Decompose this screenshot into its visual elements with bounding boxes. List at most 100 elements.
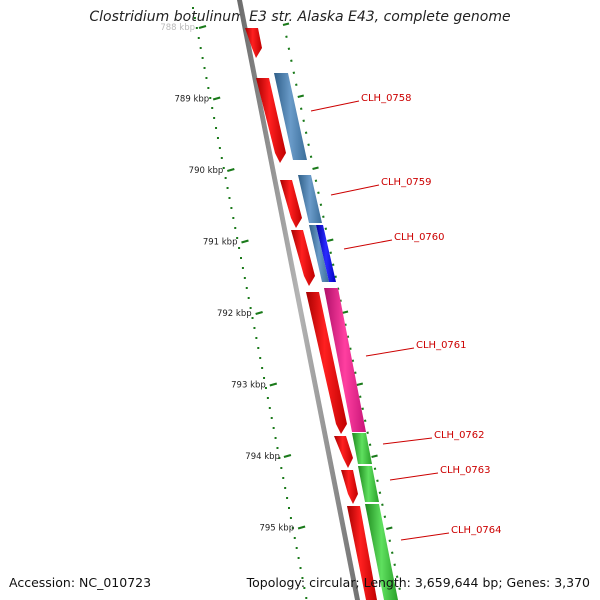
cds-track xyxy=(245,28,377,600)
topology-summary: Topology: circular; Length: 3,659,644 bp… xyxy=(246,575,590,590)
outer-tick xyxy=(398,587,401,590)
outer-tick xyxy=(312,166,319,170)
accession-text: Accession: NC_010723 xyxy=(9,575,152,590)
outer-tick xyxy=(373,467,377,470)
gene-label: CLH_0764 xyxy=(451,525,502,536)
outer-tick xyxy=(307,143,310,146)
genome-backbone xyxy=(237,0,360,600)
gene-label-leader xyxy=(330,184,380,196)
outer-tick xyxy=(351,359,355,362)
gene-label: CLH_0761 xyxy=(416,340,467,351)
outer-tick xyxy=(383,515,387,518)
outer-tick xyxy=(319,203,323,206)
outer-tick xyxy=(302,119,305,122)
cds-feature xyxy=(291,230,315,286)
gene-track xyxy=(274,73,398,600)
outer-tick xyxy=(363,419,367,422)
scale-tick-track xyxy=(192,7,308,599)
scale-major-tick xyxy=(241,239,249,244)
cds-feature xyxy=(306,292,347,434)
gene-feature-clh-0759 xyxy=(298,175,322,223)
outer-tick xyxy=(322,215,325,218)
scale-major-tick xyxy=(212,96,221,101)
outer-tick xyxy=(314,179,318,182)
gene-label: CLH_0762 xyxy=(434,430,485,441)
scale-label: 789 kbp xyxy=(175,95,210,105)
outer-tick xyxy=(329,251,332,254)
scale-major-tick xyxy=(269,382,278,387)
outer-tick xyxy=(386,526,393,530)
scale-major-tick xyxy=(297,525,306,530)
outer-tick xyxy=(376,479,379,482)
outer-tick xyxy=(371,454,378,458)
outer-tick xyxy=(334,275,337,278)
scale-label: 790 kbp xyxy=(189,166,224,176)
outer-tick xyxy=(356,382,364,386)
scale-label: 788 kbp xyxy=(160,23,195,33)
gene-label-leader xyxy=(310,100,360,112)
outer-tick xyxy=(388,539,392,542)
gene-feature-clh-0762 xyxy=(352,433,372,464)
scale-label: 792 kbp xyxy=(217,309,252,319)
scale-major-tick xyxy=(255,310,263,316)
outer-tick xyxy=(287,47,291,50)
outer-tick xyxy=(395,575,399,578)
gene-label-leader xyxy=(365,347,415,357)
outer-tick xyxy=(327,238,334,242)
scale-label: 795 kbp xyxy=(259,524,294,534)
outer-tick xyxy=(366,431,369,434)
outer-tick xyxy=(304,131,308,134)
outer-tick xyxy=(341,310,349,314)
scale-major-tick xyxy=(227,167,235,173)
gene-label: CLH_0760 xyxy=(394,232,445,243)
outer-tick xyxy=(292,71,296,74)
scale-label: 794 kbp xyxy=(245,452,280,462)
outer-tick xyxy=(393,563,396,566)
cds-feature xyxy=(347,506,377,600)
outer-tick xyxy=(331,263,335,266)
outer-tick xyxy=(368,443,372,446)
gene-feature-clh-0764 xyxy=(365,504,398,600)
outer-tick xyxy=(361,407,364,410)
scale-major-tick xyxy=(283,453,292,459)
outer-tick xyxy=(309,155,313,158)
scale-labels: 788 kbp 789 kbp 790 kbp 791 kbp 792 kbp 793 k… xyxy=(160,23,306,534)
scale-label: 791 kbp xyxy=(203,238,238,248)
outer-tick xyxy=(381,503,384,506)
outer-tick xyxy=(324,227,328,230)
outer-tick xyxy=(354,371,357,374)
map-title: Clostridium botulinum E3 str. Alaska E43… xyxy=(89,9,511,25)
outer-tick xyxy=(297,94,305,98)
scale-label: 793 kbp xyxy=(231,381,266,391)
gene-label: CLH_0758 xyxy=(361,93,412,104)
outer-tick xyxy=(317,191,320,194)
cds-feature xyxy=(334,436,353,468)
outer-tick xyxy=(299,107,303,110)
gene-label: CLH_0759 xyxy=(381,177,432,188)
outer-tick xyxy=(390,551,394,554)
gene-feature-clh-0760b xyxy=(316,225,336,282)
gene-label: CLH_0763 xyxy=(440,465,491,476)
outer-tick-track xyxy=(282,22,401,590)
outer-tick xyxy=(359,395,362,398)
gene-feature-clh-0760a xyxy=(309,225,329,282)
outer-tick xyxy=(285,35,288,38)
outer-tick xyxy=(378,491,382,494)
gene-label-leader xyxy=(382,437,433,445)
outer-tick xyxy=(290,59,293,62)
scale-major-tick xyxy=(198,24,207,30)
gene-label-leader xyxy=(389,472,439,481)
gene-labels: CLH_0758 CLH_0759 CLH_0760 CLH_0761 CLH_0762… xyxy=(310,93,502,541)
gene-label-leader xyxy=(343,239,393,250)
gene-feature-clh-0758 xyxy=(274,73,307,160)
cds-feature xyxy=(341,470,358,504)
cds-feature xyxy=(280,180,302,228)
outer-tick xyxy=(282,22,290,26)
outer-tick xyxy=(295,83,298,86)
gene-feature-clh-0763 xyxy=(358,466,379,502)
cds-feature xyxy=(256,78,286,163)
cds-feature xyxy=(245,28,262,58)
gene-label-leader xyxy=(400,532,450,541)
gene-feature-clh-0761 xyxy=(324,288,366,432)
